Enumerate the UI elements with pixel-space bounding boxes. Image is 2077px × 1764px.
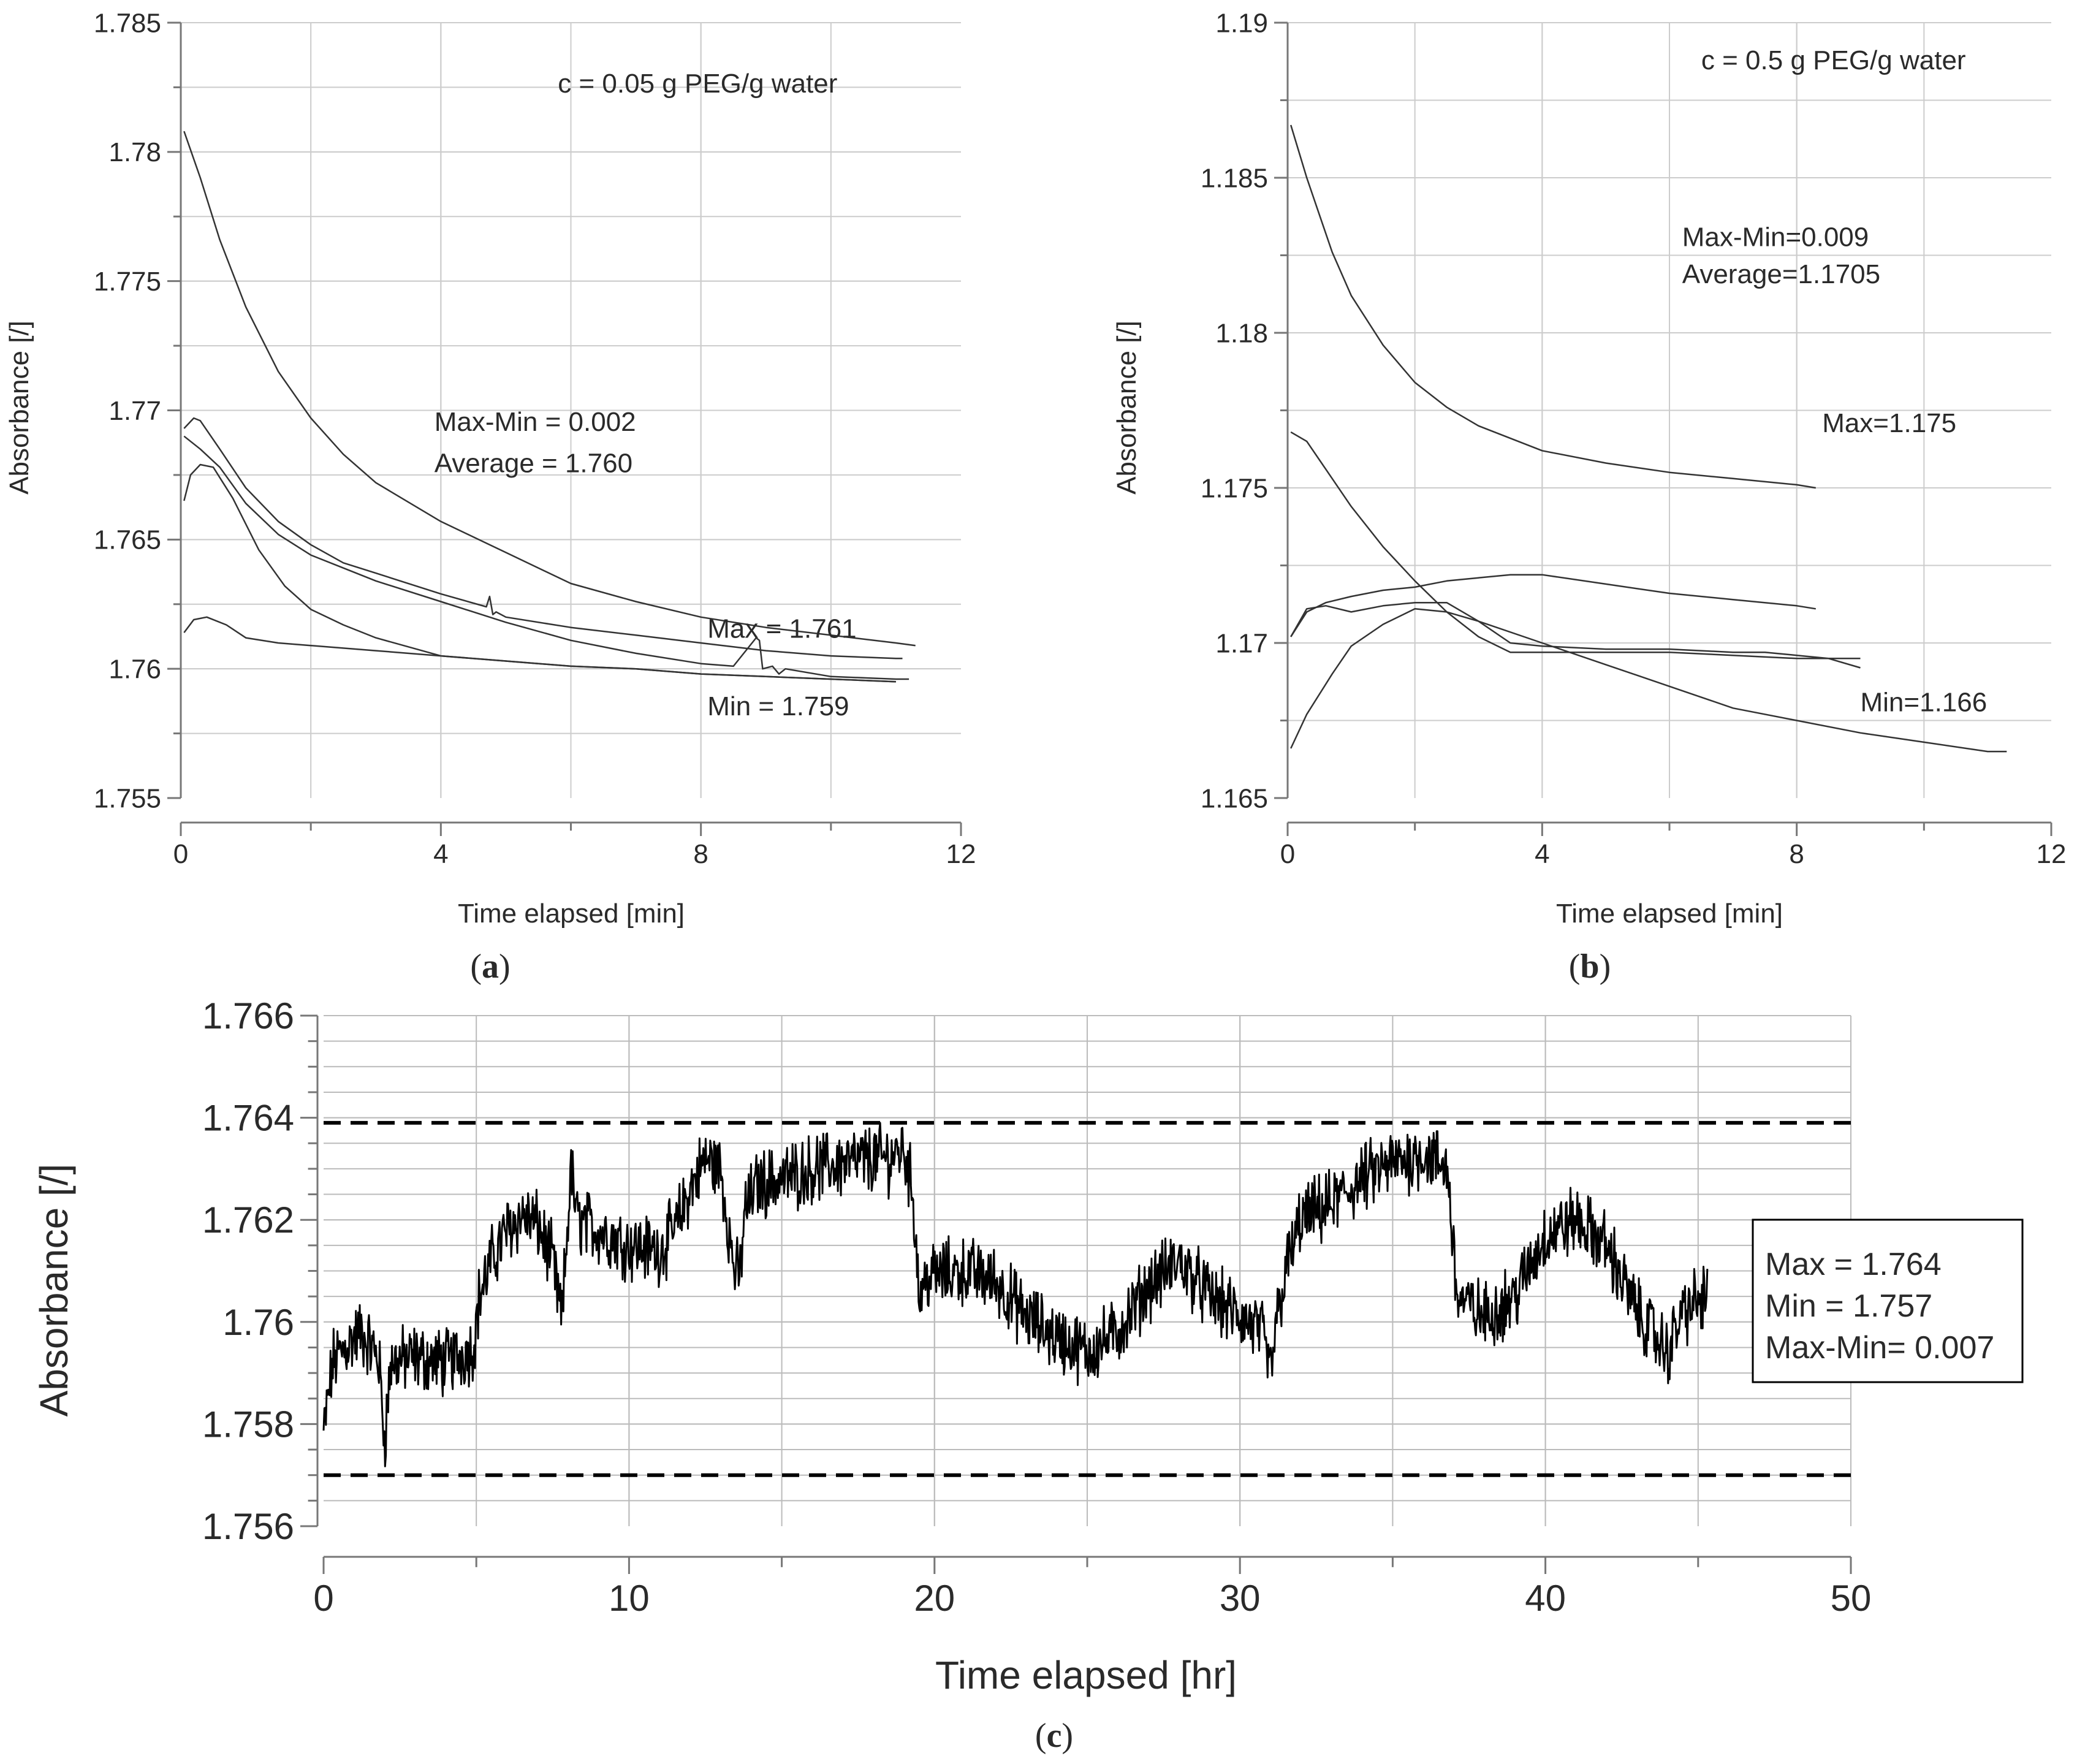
y-tick-label: 1.175 <box>1201 473 1268 503</box>
x-tick-label: 40 <box>1525 1578 1566 1619</box>
legend-max-text: Max = 1.764 <box>1765 1247 1942 1282</box>
series-line-5 <box>183 616 896 683</box>
y-tick-label: 1.766 <box>202 995 294 1036</box>
series-line-4 <box>183 463 896 683</box>
y-tick-label: 1.762 <box>202 1199 294 1241</box>
panel-c-series <box>322 1122 1709 1467</box>
panel-a: 1.755 1.76 1.765 1.77 1.775 1.78 1.785 0 4 8 12 c … <box>4 8 976 986</box>
x-tick-label: 4 <box>1535 839 1549 869</box>
x-tick-label: 20 <box>914 1578 955 1619</box>
x-tick-label: 50 <box>1831 1578 1872 1619</box>
y-tick-label: 1.764 <box>202 1098 294 1139</box>
panel-label-paren-close: ) <box>499 948 511 986</box>
series-line-4 <box>1290 601 1861 669</box>
panel-a-y-axis-label: Absorbance [/] <box>4 321 34 495</box>
series-line-1 <box>1290 124 1817 489</box>
y-tick-label: 1.756 <box>202 1506 294 1547</box>
y-tick-label: 1.765 <box>94 525 161 555</box>
x-tick-label: 8 <box>693 839 708 869</box>
panel-c-grid <box>324 1015 1851 1526</box>
x-tick-label: 0 <box>313 1578 333 1619</box>
panel-b-label: (b) <box>1569 948 1611 986</box>
panel-c-y-axis-label: Absorbance [/] <box>32 1164 76 1417</box>
panel-b-series <box>1290 124 2007 753</box>
series-line-1 <box>183 131 916 647</box>
annotation-text: Max-Min=0.009 <box>1682 222 1869 252</box>
y-tick-label: 1.775 <box>94 267 161 297</box>
y-tick-label: 1.76 <box>222 1302 294 1343</box>
series-line-1 <box>322 1122 1709 1467</box>
panel-c-x-axis-label: Time elapsed [hr] <box>935 1653 1237 1697</box>
panel-b-ticks: 1.165 1.17 1.175 1.18 1.185 1.19 0 4 8 12 <box>1201 8 2067 869</box>
panel-label-letter: b <box>1580 948 1599 986</box>
y-tick-label: 1.165 <box>1201 783 1268 813</box>
panel-c-ticks: 1.756 1.758 1.76 1.762 1.764 1.766 0 10 20 30 40 50 <box>202 995 1872 1619</box>
panel-c-label: (c) <box>1035 1717 1073 1755</box>
series-line-3 <box>1290 574 1816 637</box>
x-tick-label: 0 <box>1280 839 1295 869</box>
y-tick-label: 1.76 <box>108 655 161 685</box>
y-tick-label: 1.755 <box>94 783 161 813</box>
y-tick-label: 1.77 <box>108 396 161 426</box>
annotation-text: Average = 1.760 <box>435 449 632 479</box>
panel-a-x-axis-label: Time elapsed [min] <box>458 899 685 929</box>
y-tick-label: 1.785 <box>94 8 161 38</box>
annotation-text: c = 0.5 g PEG/g water <box>1701 45 1966 75</box>
y-tick-label: 1.78 <box>108 137 161 167</box>
panel-a-ticks: 1.755 1.76 1.765 1.77 1.775 1.78 1.785 0 4 8 12 <box>94 8 976 869</box>
panel-label-paren-open: ( <box>1035 1717 1047 1755</box>
y-tick-label: 1.758 <box>202 1404 294 1445</box>
series-line-5 <box>1290 608 2007 753</box>
panel-a-annotations: c = 0.05 g PEG/g water Max-Min = 0.002 Ave… <box>435 69 857 721</box>
x-tick-label: 12 <box>946 839 976 869</box>
y-tick-label: 1.18 <box>1215 318 1268 348</box>
x-tick-label: 10 <box>609 1578 650 1619</box>
annotation-text: Max-Min = 0.002 <box>435 407 636 437</box>
annotation-text: Max=1.175 <box>1822 408 1956 438</box>
legend-min-text: Min = 1.757 <box>1765 1288 1932 1324</box>
panel-a-label: (a) <box>470 948 510 986</box>
panel-b-annotations: c = 0.5 g PEG/g water Max-Min=0.009 Averag… <box>1682 45 1987 717</box>
annotation-text: Average=1.1705 <box>1682 259 1880 289</box>
panel-label-letter: a <box>482 948 499 986</box>
annotation-text: Max = 1.761 <box>707 614 856 644</box>
panel-b-x-axis-label: Time elapsed [min] <box>1556 899 1783 929</box>
panel-label-letter: c <box>1047 1717 1062 1755</box>
annotation-text: Min=1.166 <box>1861 687 1988 717</box>
x-tick-label: 30 <box>1220 1578 1261 1619</box>
series-line-2 <box>183 417 903 660</box>
panel-a-grid <box>181 22 961 798</box>
panel-label-paren-open: ( <box>1569 948 1581 986</box>
panel-b: 1.165 1.17 1.175 1.18 1.185 1.19 0 4 8 12 c = 0.5… <box>1112 8 2066 986</box>
annotation-text: Min = 1.759 <box>707 691 849 721</box>
series-line-3 <box>183 435 909 680</box>
panel-a-series <box>183 131 916 683</box>
panel-b-grid <box>1288 22 2051 798</box>
y-tick-label: 1.185 <box>1201 163 1268 193</box>
panel-label-paren-open: ( <box>470 948 482 986</box>
panel-b-y-axis-label: Absorbance [/] <box>1112 321 1142 495</box>
legend-range-text: Max-Min= 0.007 <box>1765 1330 1994 1366</box>
panel-label-paren-close: ) <box>1061 1717 1073 1755</box>
x-tick-label: 8 <box>1789 839 1804 869</box>
panel-c-legend-box: Max = 1.764 Min = 1.757 Max-Min= 0.007 <box>1752 1218 2024 1383</box>
panel-c: 1.756 1.758 1.76 1.762 1.764 1.766 0 10 20 30 40 50… <box>32 995 2024 1755</box>
legend-box-frame <box>1752 1218 2024 1383</box>
panel-c-reference-lines <box>324 1120 1851 1477</box>
series-line-2 <box>1290 431 1861 660</box>
y-tick-label: 1.19 <box>1215 8 1268 38</box>
y-tick-label: 1.17 <box>1215 628 1268 658</box>
annotation-text: c = 0.05 g PEG/g water <box>558 69 837 99</box>
x-tick-label: 4 <box>433 839 448 869</box>
x-tick-label: 0 <box>173 839 188 869</box>
x-tick-label: 12 <box>2037 839 2067 869</box>
panel-label-paren-close: ) <box>1600 948 1611 986</box>
